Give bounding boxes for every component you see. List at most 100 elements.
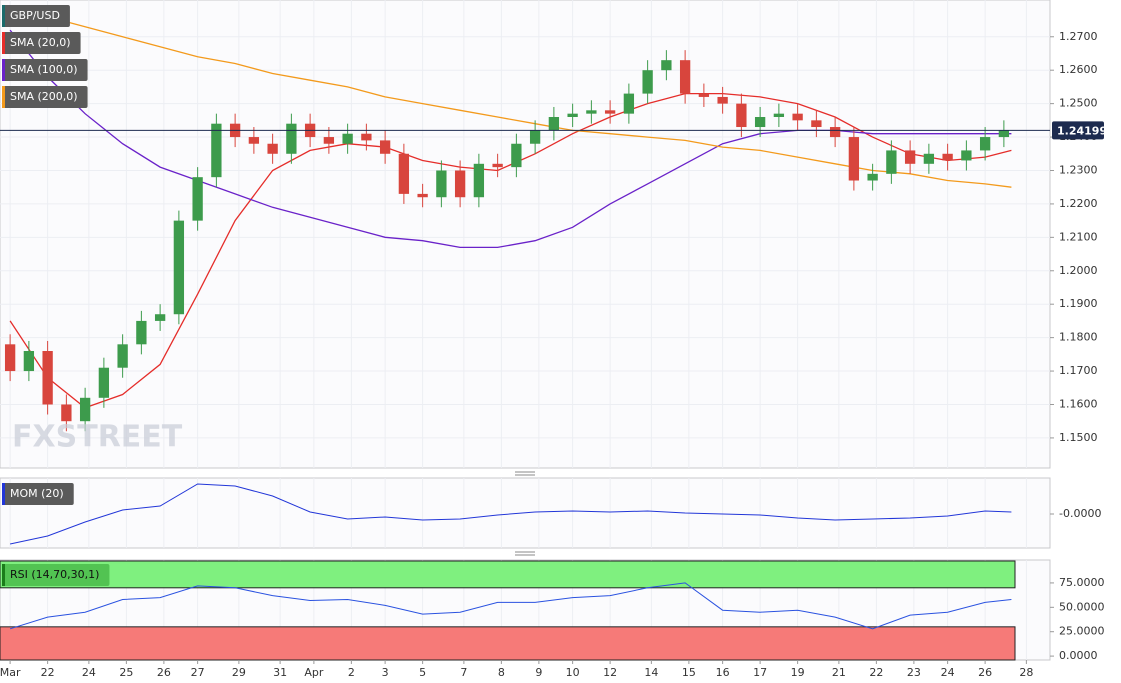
candle-body [286,123,297,154]
y-tick-label: 1.2700 [1059,30,1098,43]
legend-item: RSI (14,70,30,1) [2,564,110,586]
y-tick-label: 1.1900 [1059,297,1098,310]
legend-label: RSI (14,70,30,1) [10,568,99,581]
legend-box [2,5,70,27]
x-tick-label: Mar [0,666,21,679]
candle-body [417,193,428,198]
legend-item: MOM (20) [2,483,74,505]
current-price-box [1052,121,1104,140]
panel: 1.1500 1.1600 1.1700 1.1800 1.1900 1.2000 1.21… [0,0,1107,469]
y-tick-label: 1.2100 [1059,230,1098,243]
y-tick-label: 1.2000 [1059,264,1098,277]
x-tick-label: 3 [382,666,389,679]
candle-body [379,140,391,154]
candle-body [904,150,916,164]
x-tick-label: 17 [753,666,767,679]
y-tick-label: 50.0000 [1059,600,1105,613]
y-tick-label: 1.1600 [1059,397,1098,410]
panel: -0.0000 [0,477,1101,549]
x-tick-label: 28 [1019,666,1033,679]
candle-body [979,137,991,151]
candle-body [848,137,860,181]
x-tick-label: 12 [603,666,617,679]
candle-body [323,137,335,144]
candle-body [961,150,972,161]
candle-body [529,130,541,144]
candle-body [211,123,222,178]
candle-body [511,143,522,168]
x-tick-label: 24 [82,666,96,679]
legend-swatch [2,32,5,54]
legend-label: SMA (100,0) [10,63,78,76]
current-price-label: 1.24199 [1057,124,1107,137]
y-tick-label: 1.2600 [1059,63,1098,76]
candle-body [792,113,803,121]
candle-body [811,120,822,128]
legend-swatch [2,483,5,505]
y-tick-label: 1.2500 [1059,97,1098,110]
y-tick-label: 0.0000 [1059,649,1098,662]
x-tick-label: 9 [535,666,542,679]
legend-item: SMA (200,0) [2,86,88,108]
x-tick-label: 7 [460,666,467,679]
candle-body [698,93,710,97]
legend-swatch [2,59,5,81]
candle-body [998,130,1010,138]
y-tick-label: 75.0000 [1059,576,1105,589]
x-tick-label: 14 [644,666,658,679]
candle-body [642,70,653,94]
candle-body [567,113,578,117]
y-tick-label: -0.0000 [1059,507,1101,520]
candle-body [773,113,785,117]
candle-body [23,351,35,372]
x-tick-label: 25 [119,666,133,679]
candle-body [267,143,278,154]
y-tick-label: 1.2300 [1059,163,1098,176]
candle-body [586,110,597,114]
candle-body [79,397,91,422]
legend-item: GBP/USD [2,5,70,27]
candle-body [398,153,410,194]
legend-label: MOM (20) [10,487,64,500]
x-tick-label: 29 [232,666,246,679]
candle-body [154,314,166,321]
watermark: FXSTREET [12,420,183,455]
y-tick-label: 1.1800 [1059,331,1098,344]
candle-body [4,344,16,372]
legend-label: GBP/USD [10,9,60,22]
legend-item: SMA (20,0) [2,32,81,54]
x-tick-label: 19 [791,666,805,679]
x-tick-label: Apr [304,666,324,679]
legend-label: SMA (20,0) [10,36,71,49]
candle-body [248,137,260,144]
candle-body [192,177,203,221]
oversold-zone [0,626,1016,661]
panel-handle [515,471,535,556]
line [9,582,1012,630]
candle-body [736,103,747,128]
candle-body [117,344,128,368]
x-tick-label: 2 [348,666,355,679]
legend-box [2,483,74,505]
candle-body [867,173,878,181]
x-tick-label: 27 [191,666,205,679]
legend-box [2,564,110,586]
y-tick-label: 25.0000 [1059,625,1105,638]
x-tick-label: 15 [682,666,696,679]
legend-box [2,86,88,108]
x-tick-label: 16 [716,666,730,679]
x-tick-label: 26 [157,666,171,679]
x-tick-label: 5 [419,666,426,679]
x-tick-label: 26 [978,666,992,679]
legend-item: SMA (100,0) [2,59,88,81]
panel: 0.0000 25.0000 50.0000 75.0000 [0,559,1105,662]
candle-body [98,367,110,398]
line [9,483,1012,545]
legend-swatch [2,86,5,108]
candle-body [717,96,728,104]
candle-body [454,170,466,198]
candle-body [661,60,672,71]
legend-swatch [2,5,5,27]
